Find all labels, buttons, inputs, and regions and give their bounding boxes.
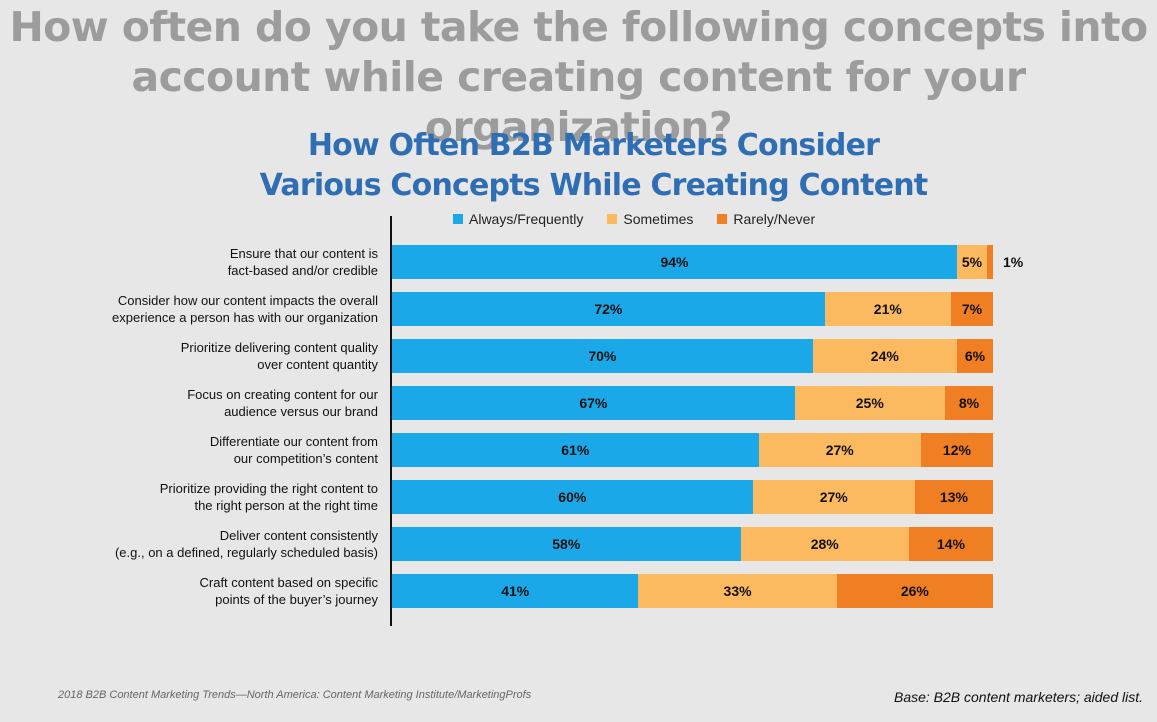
bar-segment: 94% bbox=[392, 245, 957, 279]
bar-segment: 60% bbox=[392, 480, 753, 514]
bar-segment: 13% bbox=[914, 480, 993, 514]
category-label: Consider how our content impacts the ove… bbox=[48, 292, 378, 326]
data-label: 25% bbox=[855, 395, 884, 411]
legend-item-2: Rarely/Never bbox=[717, 211, 815, 227]
bar-segment: 8% bbox=[944, 386, 993, 420]
data-label: 58% bbox=[552, 536, 581, 552]
legend-item-1: Sometimes bbox=[607, 211, 693, 227]
legend-label: Sometimes bbox=[623, 211, 694, 227]
data-label: 70% bbox=[588, 348, 617, 364]
category-label: Prioritize providing the right content t… bbox=[48, 480, 378, 514]
category-label-line: points of the buyer’s journey bbox=[215, 592, 378, 607]
category-label-line: (e.g., on a defined, regularly scheduled… bbox=[114, 545, 378, 560]
footer-source: 2018 B2B Content Marketing Trends—North … bbox=[58, 689, 532, 701]
category-label-line: Craft content based on specific bbox=[199, 575, 379, 590]
data-label: 60% bbox=[558, 489, 587, 505]
bar-segment: 61% bbox=[392, 433, 759, 467]
bar-segment: 27% bbox=[752, 480, 915, 514]
category-label-line: our competition’s content bbox=[233, 451, 378, 466]
category-label-line: Differentiate our content from bbox=[209, 434, 378, 449]
bar-segment: 33% bbox=[638, 574, 837, 608]
legend-swatch bbox=[607, 214, 618, 224]
bar-segment: 1% bbox=[986, 245, 1023, 279]
data-label: 24% bbox=[870, 348, 899, 364]
bar-segment: 28% bbox=[740, 527, 909, 561]
data-label: 14% bbox=[936, 536, 965, 552]
category-label-line: Prioritize providing the right content t… bbox=[159, 481, 378, 496]
category-label-line: Prioritize delivering content quality bbox=[180, 340, 378, 355]
legend-swatch bbox=[717, 214, 728, 224]
data-label: 26% bbox=[900, 583, 929, 599]
bar-segment: 12% bbox=[920, 433, 993, 467]
category-label: Ensure that our content is fact-based and… bbox=[48, 245, 378, 279]
category-label-line: Focus on creating content for our bbox=[187, 387, 378, 402]
category-label: Craft content based on specific points of… bbox=[48, 574, 379, 608]
data-label: 7% bbox=[961, 301, 983, 317]
bar-segment: 67% bbox=[392, 386, 795, 420]
bar-segment: 5% bbox=[956, 245, 987, 279]
bar-segment: 26% bbox=[836, 574, 993, 608]
data-label: 12% bbox=[942, 442, 971, 458]
bar-segment: 14% bbox=[908, 527, 993, 561]
bar-segment: 21% bbox=[824, 292, 951, 326]
chart-legend: Always/Frequently Sometimes Rarely/Never bbox=[453, 210, 839, 228]
bar-segment: 41% bbox=[392, 574, 639, 608]
category-label: Prioritize delivering content quality ove… bbox=[48, 339, 378, 373]
category-label: Focus on creating content for our audienc… bbox=[48, 386, 378, 420]
legend-swatch bbox=[453, 214, 463, 224]
category-label-line: audience versus our brand bbox=[224, 404, 378, 419]
data-label: 28% bbox=[810, 536, 839, 552]
bar-segment: 70% bbox=[392, 339, 813, 373]
data-label: 72% bbox=[594, 301, 623, 317]
legend-item-0: Always/Frequently bbox=[453, 211, 583, 227]
bar-segment: 25% bbox=[794, 386, 945, 420]
bar-segment: 27% bbox=[758, 433, 921, 467]
category-label-line: the right person at the right time bbox=[194, 498, 378, 513]
data-label: 13% bbox=[939, 489, 968, 505]
data-label: 6% bbox=[964, 348, 986, 364]
data-label: 94% bbox=[660, 254, 689, 270]
category-label: Deliver content consistently (e.g., on a … bbox=[48, 527, 378, 561]
category-label-line: Ensure that our content is bbox=[229, 246, 378, 261]
category-label-line: Consider how our content impacts the ove… bbox=[117, 293, 378, 308]
data-label: 5% bbox=[961, 254, 983, 270]
bar-segment: 7% bbox=[950, 292, 993, 326]
bar-segment: 72% bbox=[392, 292, 825, 326]
category-label-line: over content quantity bbox=[257, 357, 378, 372]
data-label: 27% bbox=[819, 489, 848, 505]
legend-label: Always/Frequently bbox=[469, 211, 584, 227]
slide-title: How often do you take the following conc… bbox=[9, 3, 1148, 151]
chart-title-line-2: Various Concepts While Creating Content bbox=[259, 168, 928, 203]
bar-segment: 58% bbox=[392, 527, 741, 561]
data-label: 21% bbox=[873, 301, 902, 317]
bar-segment: 24% bbox=[812, 339, 957, 373]
data-label: 8% bbox=[958, 395, 980, 411]
chart-title-line-1: How Often B2B Marketers Consider bbox=[307, 128, 880, 163]
data-label: 67% bbox=[579, 395, 608, 411]
data-label: 61% bbox=[561, 442, 590, 458]
data-label: 1% bbox=[1002, 254, 1024, 270]
bar-segment: 6% bbox=[956, 339, 993, 373]
data-label: 33% bbox=[723, 583, 752, 599]
category-label-line: Deliver content consistently bbox=[219, 528, 378, 543]
chart-axis-line bbox=[390, 216, 392, 626]
data-label: 41% bbox=[501, 583, 530, 599]
legend-label: Rarely/Never bbox=[733, 211, 816, 227]
category-label: Differentiate our content from our compet… bbox=[48, 433, 378, 467]
category-label-line: fact-based and/or credible bbox=[227, 263, 378, 278]
chart-title: How Often B2B Marketers Consider Various… bbox=[0, 126, 1157, 206]
data-label: 27% bbox=[825, 442, 854, 458]
category-label-line: experience a person has with our organiz… bbox=[112, 310, 378, 325]
footer-base-note: Base: B2B content marketers; aided list. bbox=[893, 689, 1143, 705]
